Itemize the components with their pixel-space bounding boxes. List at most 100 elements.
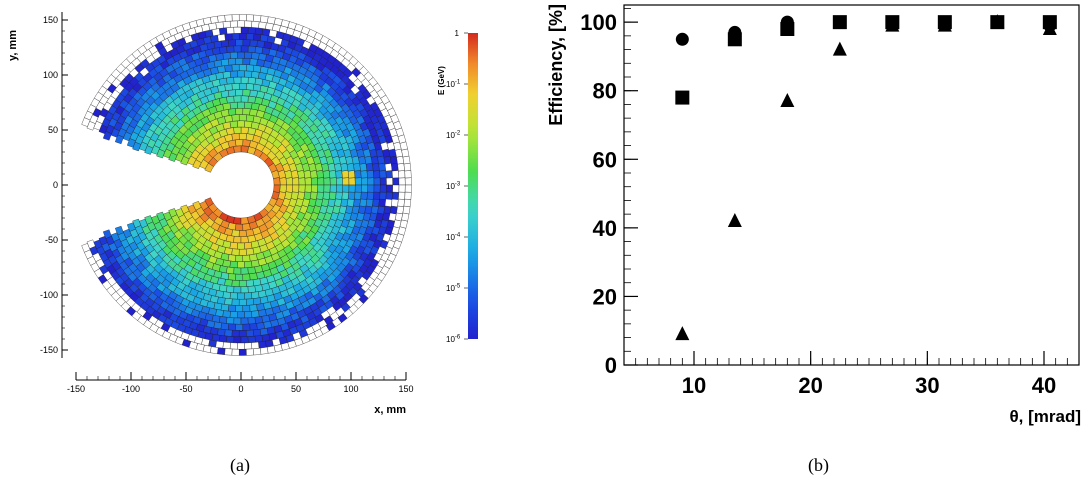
heatmap-cell [215,340,224,349]
heatmap-cell [403,163,412,172]
scatter-points [675,14,1057,341]
heatmap-cell [226,77,235,85]
heatmap-cell [209,15,219,24]
x-tick-label: -50 [179,384,192,394]
heatmap-cell [254,27,264,35]
heatmap-cell [224,64,233,73]
x-tick-label: 50 [291,384,301,394]
circle-point [675,32,689,46]
heatmap-cell [385,191,393,200]
heatmap-cell [217,328,226,337]
heatmap-cell [373,170,381,179]
heatmap-cell [229,311,238,319]
heatmap-cell [246,329,254,337]
heatmap-cell [251,310,260,318]
heatmap-cell [391,191,400,200]
heatmap-cell [229,260,238,269]
heatmap-cell [244,70,253,78]
heatmap-cell [220,303,230,312]
heatmap-cell [233,26,242,34]
y-tick-label: 150 [43,15,58,25]
heatmap-cell [360,191,368,200]
heatmap-cell [391,170,400,179]
y-tick-label: 0 [605,353,617,378]
heatmap-cell [247,285,256,293]
heatmap-cell [240,336,249,344]
heatmap-cell [240,26,249,34]
heatmap-cell [209,346,219,355]
heatmap-cell [222,291,231,299]
heatmap-cell [373,184,381,193]
x-tick-label: 150 [398,384,413,394]
heatmap-cell [240,317,249,325]
heatmap-cell [252,64,262,73]
heatmap-cell [247,266,256,275]
colorbar-tick-label: 10-1 [446,79,461,89]
heatmap-cell [237,51,245,59]
heatmap-cell [228,323,236,331]
heatmap-cell [258,21,267,30]
heatmap-cell [244,120,253,129]
heatmap-cell [233,336,242,344]
heatmap-cell [233,45,242,53]
heatmap-cell [235,323,244,331]
heatmap-cell [228,39,236,47]
heatmap-cell [329,177,337,186]
heatmap-cell [237,70,245,78]
heatmap-cell [348,177,356,186]
heatmap-cell [279,177,287,186]
heatmap-cell [246,33,254,41]
heatmap-cell [231,33,240,40]
colorbar: 1 10-1 10-2 10-3 10-4 10-5 10-6 E (GeV) [437,29,478,344]
heatmap-cell [273,17,283,26]
heatmap-cell [366,191,374,200]
heatmap-cell [354,170,362,179]
y-tick-label: 100 [580,10,617,35]
heatmap-cell [249,39,258,47]
x-tick-label: 30 [915,373,939,398]
heatmap-cell [235,273,244,281]
y-tick-label: -50 [45,235,58,245]
heatmap-cell [233,236,242,244]
heatmap-cell [244,51,253,59]
square-point [780,22,795,36]
heatmap-cell [222,20,231,29]
heatmap-cell [372,163,380,172]
heatmap-cell [353,198,361,208]
heatmap-cell [397,163,405,172]
heatmap-cell [258,340,267,349]
heatmap-cell [254,316,263,324]
heatmap-cell [372,198,380,207]
heatmap-cell [244,241,253,250]
heatmap-cell [365,162,374,172]
heatmap-cell [238,230,247,237]
heatmap-cell [254,335,264,343]
heatmap-cell [231,64,240,72]
heatmap-cell [222,71,231,79]
heatmap-cell [316,191,324,201]
heatmap-cell [222,52,231,60]
heatmap-cell [251,52,260,60]
heatmap-cell [386,177,393,186]
heatmap-cell [247,317,256,325]
heatmap-cell [323,177,331,186]
heatmap-cell [240,95,249,103]
heatmap-cell [233,286,242,294]
heatmap-cell [247,335,256,344]
heatmap-cell [227,273,236,281]
heatmap-cell [247,26,256,35]
heatmap-cell [279,184,287,193]
heatmap-cell [249,89,258,98]
heatmap-cell [229,20,238,28]
heatmap-cell [402,155,411,165]
heatmap-cell [237,101,245,109]
x-tick-label: 0 [238,384,243,394]
heatmap-cell [365,198,374,208]
heatmap-cell [353,162,361,172]
efficiency-scatter-chart: 0 20 40 60 80 100 10 20 30 40 Efficiency, [%] θ, [m… [546,4,1081,426]
heatmap-cell [310,184,318,193]
colorbar-tick-label: 10-5 [446,283,461,293]
heatmap-cell [328,170,337,179]
heatmap-cell [235,39,244,47]
heatmap-cell [235,139,244,147]
